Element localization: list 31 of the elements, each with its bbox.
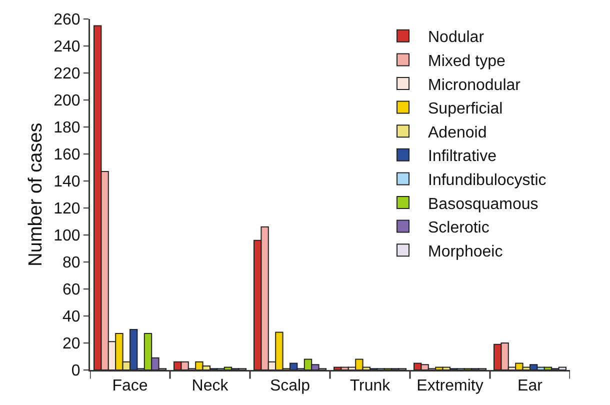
legend-label: Adenoid xyxy=(428,124,487,142)
x-tick-label: Scalp xyxy=(270,378,310,395)
legend-label: Basosquamous xyxy=(428,196,538,213)
y-tick-label: 40 xyxy=(62,308,80,326)
x-tick-label: Trunk xyxy=(350,378,392,395)
legend-label: Superficial xyxy=(428,100,503,118)
y-tick-label: 100 xyxy=(54,228,80,245)
legend-label: Micronodular xyxy=(428,76,522,94)
y-tick-label: 200 xyxy=(54,92,80,110)
legend-label: Mixed type xyxy=(428,52,506,70)
legend-label: Infiltrative xyxy=(428,148,497,166)
x-tick-label: Extremity xyxy=(416,378,484,395)
x-tick-label: Neck xyxy=(192,378,230,395)
y-tick-label: 140 xyxy=(54,174,80,191)
y-tick-label: 240 xyxy=(54,38,80,56)
y-tick-label: 220 xyxy=(54,66,80,83)
legend-label: Nodular xyxy=(428,29,485,46)
y-tick-label: 20 xyxy=(62,336,80,353)
legend-label: Infundibulocystic xyxy=(428,172,546,189)
y-tick-label: 120 xyxy=(54,200,80,218)
y-tick-label: 160 xyxy=(54,146,80,164)
x-tick-label: Ear xyxy=(518,378,544,395)
y-tick-label: 60 xyxy=(62,282,80,299)
y-tick-label: 260 xyxy=(54,12,80,29)
x-tick-label: Face xyxy=(112,378,148,395)
y-axis-title: Number of cases xyxy=(26,122,46,266)
y-tick-label: 80 xyxy=(62,254,80,272)
legend-label: Morphoeic xyxy=(428,243,503,260)
y-tick-label: 180 xyxy=(54,120,80,137)
legend-label: Sclerotic xyxy=(428,220,490,237)
y-tick-label: 0 xyxy=(71,362,80,380)
